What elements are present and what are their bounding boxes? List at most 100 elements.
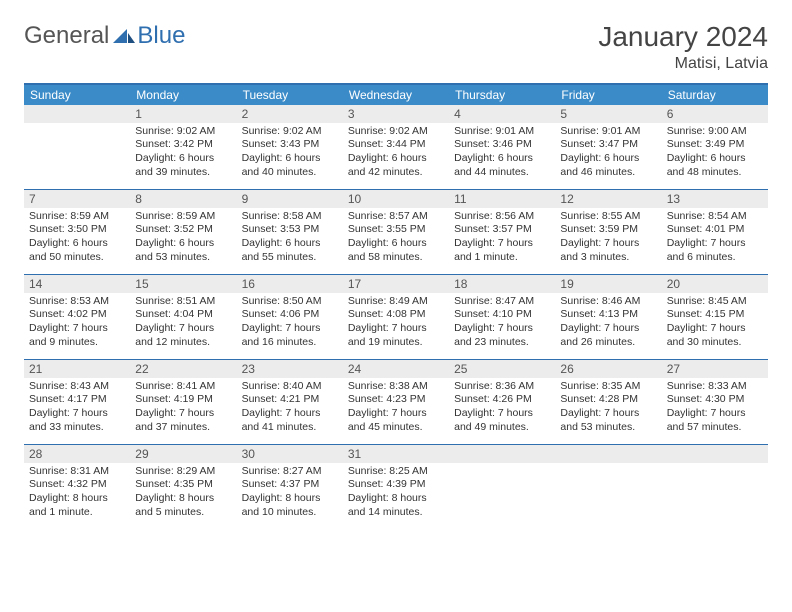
day-number: 14 bbox=[24, 275, 130, 293]
weekday-header: Saturday bbox=[662, 85, 768, 105]
day-number-empty bbox=[555, 445, 661, 463]
day-number: 29 bbox=[130, 445, 236, 463]
sunrise-text: Sunrise: 8:38 AM bbox=[348, 380, 444, 394]
sunset-text: Sunset: 3:47 PM bbox=[560, 138, 656, 152]
daylight-text: Daylight: 7 hours and 30 minutes. bbox=[667, 322, 763, 349]
brand-word-1: General bbox=[24, 22, 109, 50]
sunrise-text: Sunrise: 9:00 AM bbox=[667, 125, 763, 139]
day-body: Sunrise: 8:25 AMSunset: 4:39 PMDaylight:… bbox=[343, 463, 449, 524]
daylight-text: Daylight: 6 hours and 44 minutes. bbox=[454, 152, 550, 179]
sunrise-text: Sunrise: 8:31 AM bbox=[29, 465, 125, 479]
daylight-text: Daylight: 7 hours and 19 minutes. bbox=[348, 322, 444, 349]
daylight-text: Daylight: 7 hours and 3 minutes. bbox=[560, 237, 656, 264]
sunset-text: Sunset: 4:13 PM bbox=[560, 308, 656, 322]
day-cell: 9Sunrise: 8:58 AMSunset: 3:53 PMDaylight… bbox=[237, 190, 343, 274]
sunrise-text: Sunrise: 8:40 AM bbox=[242, 380, 338, 394]
sunset-text: Sunset: 4:01 PM bbox=[667, 223, 763, 237]
daylight-text: Daylight: 7 hours and 37 minutes. bbox=[135, 407, 231, 434]
daylight-text: Daylight: 7 hours and 53 minutes. bbox=[560, 407, 656, 434]
day-number: 21 bbox=[24, 360, 130, 378]
day-number: 25 bbox=[449, 360, 555, 378]
day-body: Sunrise: 8:38 AMSunset: 4:23 PMDaylight:… bbox=[343, 378, 449, 439]
day-cell: 3Sunrise: 9:02 AMSunset: 3:44 PMDaylight… bbox=[343, 105, 449, 189]
sunset-text: Sunset: 3:59 PM bbox=[560, 223, 656, 237]
day-cell: 19Sunrise: 8:46 AMSunset: 4:13 PMDayligh… bbox=[555, 275, 661, 359]
daylight-text: Daylight: 6 hours and 46 minutes. bbox=[560, 152, 656, 179]
sunrise-text: Sunrise: 8:46 AM bbox=[560, 295, 656, 309]
sunrise-text: Sunrise: 8:25 AM bbox=[348, 465, 444, 479]
day-number: 4 bbox=[449, 105, 555, 123]
day-cell: 17Sunrise: 8:49 AMSunset: 4:08 PMDayligh… bbox=[343, 275, 449, 359]
day-body: Sunrise: 8:45 AMSunset: 4:15 PMDaylight:… bbox=[662, 293, 768, 354]
day-body: Sunrise: 8:53 AMSunset: 4:02 PMDaylight:… bbox=[24, 293, 130, 354]
day-body: Sunrise: 8:55 AMSunset: 3:59 PMDaylight:… bbox=[555, 208, 661, 269]
sunset-text: Sunset: 4:39 PM bbox=[348, 478, 444, 492]
day-cell: 8Sunrise: 8:59 AMSunset: 3:52 PMDaylight… bbox=[130, 190, 236, 274]
daylight-text: Daylight: 6 hours and 55 minutes. bbox=[242, 237, 338, 264]
sunset-text: Sunset: 4:23 PM bbox=[348, 393, 444, 407]
day-number: 18 bbox=[449, 275, 555, 293]
day-body: Sunrise: 8:54 AMSunset: 4:01 PMDaylight:… bbox=[662, 208, 768, 269]
day-cell: 12Sunrise: 8:55 AMSunset: 3:59 PMDayligh… bbox=[555, 190, 661, 274]
day-number: 12 bbox=[555, 190, 661, 208]
weekday-header: Friday bbox=[555, 85, 661, 105]
day-body: Sunrise: 8:40 AMSunset: 4:21 PMDaylight:… bbox=[237, 378, 343, 439]
day-number-empty bbox=[662, 445, 768, 463]
day-body: Sunrise: 9:01 AMSunset: 3:46 PMDaylight:… bbox=[449, 123, 555, 184]
day-cell: 30Sunrise: 8:27 AMSunset: 4:37 PMDayligh… bbox=[237, 445, 343, 529]
day-cell: 1Sunrise: 9:02 AMSunset: 3:42 PMDaylight… bbox=[130, 105, 236, 189]
daylight-text: Daylight: 7 hours and 26 minutes. bbox=[560, 322, 656, 349]
day-number: 20 bbox=[662, 275, 768, 293]
sunset-text: Sunset: 3:43 PM bbox=[242, 138, 338, 152]
daylight-text: Daylight: 7 hours and 9 minutes. bbox=[29, 322, 125, 349]
day-number: 8 bbox=[130, 190, 236, 208]
sunset-text: Sunset: 4:17 PM bbox=[29, 393, 125, 407]
day-cell: 21 Sunrise: 8:43 AMSunset: 4:17 PMDayligh… bbox=[24, 360, 130, 444]
sunset-text: Sunset: 4:32 PM bbox=[29, 478, 125, 492]
sunset-text: Sunset: 4:28 PM bbox=[560, 393, 656, 407]
week-row: 14Sunrise: 8:53 AMSunset: 4:02 PMDayligh… bbox=[24, 274, 768, 359]
sunset-text: Sunset: 4:06 PM bbox=[242, 308, 338, 322]
day-body: Sunrise: 9:02 AMSunset: 3:44 PMDaylight:… bbox=[343, 123, 449, 184]
day-number: 15 bbox=[130, 275, 236, 293]
sunset-text: Sunset: 4:37 PM bbox=[242, 478, 338, 492]
day-cell: 31Sunrise: 8:25 AMSunset: 4:39 PMDayligh… bbox=[343, 445, 449, 529]
day-number: 7 bbox=[24, 190, 130, 208]
sunset-text: Sunset: 3:50 PM bbox=[29, 223, 125, 237]
sunrise-text: Sunrise: 8:55 AM bbox=[560, 210, 656, 224]
day-body: Sunrise: 8:47 AMSunset: 4:10 PMDaylight:… bbox=[449, 293, 555, 354]
day-number: 24 bbox=[343, 360, 449, 378]
day-cell: 15Sunrise: 8:51 AMSunset: 4:04 PMDayligh… bbox=[130, 275, 236, 359]
day-number: 13 bbox=[662, 190, 768, 208]
daylight-text: Daylight: 8 hours and 1 minute. bbox=[29, 492, 125, 519]
day-cell bbox=[24, 105, 130, 189]
day-body: Sunrise: 9:02 AMSunset: 3:42 PMDaylight:… bbox=[130, 123, 236, 184]
sunrise-text: Sunrise: 8:43 AM bbox=[29, 380, 125, 394]
sunrise-text: Sunrise: 8:53 AM bbox=[29, 295, 125, 309]
daylight-text: Daylight: 7 hours and 16 minutes. bbox=[242, 322, 338, 349]
day-body: Sunrise: 8:49 AMSunset: 4:08 PMDaylight:… bbox=[343, 293, 449, 354]
weekday-header: Wednesday bbox=[343, 85, 449, 105]
daylight-text: Daylight: 8 hours and 14 minutes. bbox=[348, 492, 444, 519]
day-cell bbox=[662, 445, 768, 529]
day-number: 27 bbox=[662, 360, 768, 378]
sunset-text: Sunset: 4:02 PM bbox=[29, 308, 125, 322]
day-cell: 6Sunrise: 9:00 AMSunset: 3:49 PMDaylight… bbox=[662, 105, 768, 189]
sunrise-text: Sunrise: 8:45 AM bbox=[667, 295, 763, 309]
daylight-text: Daylight: 6 hours and 50 minutes. bbox=[29, 237, 125, 264]
daylight-text: Daylight: 7 hours and 33 minutes. bbox=[29, 407, 125, 434]
day-cell: 7Sunrise: 8:59 AMSunset: 3:50 PMDaylight… bbox=[24, 190, 130, 274]
daylight-text: Daylight: 7 hours and 1 minute. bbox=[454, 237, 550, 264]
sunrise-text: Sunrise: 8:36 AM bbox=[454, 380, 550, 394]
week-row: 21Sunrise: 8:43 AMSunset: 4:17 PMDayligh… bbox=[24, 359, 768, 444]
day-body: Sunrise: 9:01 AMSunset: 3:47 PMDaylight:… bbox=[555, 123, 661, 184]
sunset-text: Sunset: 4:15 PM bbox=[667, 308, 763, 322]
day-cell: 24Sunrise: 8:38 AMSunset: 4:23 PMDayligh… bbox=[343, 360, 449, 444]
week-row: 7Sunrise: 8:59 AMSunset: 3:50 PMDaylight… bbox=[24, 189, 768, 274]
day-number: 31 bbox=[343, 445, 449, 463]
day-cell: 29Sunrise: 8:29 AMSunset: 4:35 PMDayligh… bbox=[130, 445, 236, 529]
sunset-text: Sunset: 3:52 PM bbox=[135, 223, 231, 237]
week-row: 28Sunrise: 8:31 AMSunset: 4:32 PMDayligh… bbox=[24, 444, 768, 529]
sunrise-text: Sunrise: 8:29 AM bbox=[135, 465, 231, 479]
sunset-text: Sunset: 4:35 PM bbox=[135, 478, 231, 492]
